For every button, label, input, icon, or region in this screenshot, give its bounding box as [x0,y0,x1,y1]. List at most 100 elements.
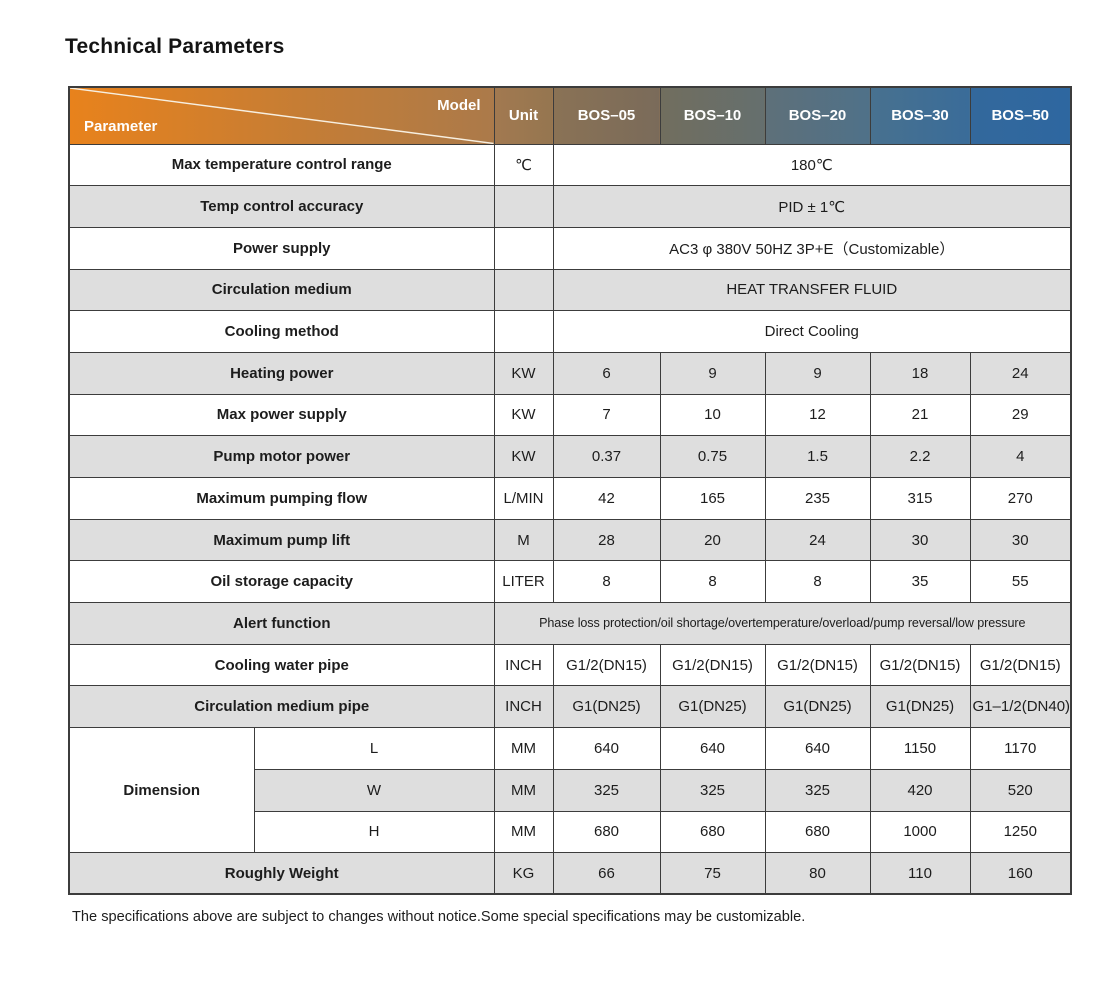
value-cell: G1(DN25) [764,685,871,729]
value-cell: 21 [869,393,971,437]
unit-cell: ℃ [493,143,554,187]
param-cell: Cooling water pipe [68,643,495,687]
header-unit: Unit [493,86,554,145]
row-pump-motor-power: Pump motor power KW 0.37 0.75 1.5 2.2 4 [68,435,1072,478]
unit-cell: MM [493,768,554,812]
row-circulation-medium-pipe: Circulation medium pipe INCH G1(DN25) G1… [68,685,1072,729]
unit-cell [493,268,554,312]
param-cell: Power supply [68,226,495,270]
value-cell: 1150 [869,727,971,770]
row-alert-function: Alert function Phase loss protection/oil… [68,602,1072,645]
unit-cell: MM [493,810,554,854]
value-cell: 110 [869,852,971,895]
value-cell: G1/2(DN15) [552,643,661,687]
value-cell: 1170 [969,727,1072,770]
row-oil-storage-capacity: Oil storage capacity LITER 8 8 8 35 55 [68,560,1072,604]
value-cell: 8 [552,560,661,604]
row-roughly-weight: Roughly Weight KG 66 75 80 110 160 [68,852,1072,895]
value-cell: 180℃ [552,143,1072,187]
value-cell: 0.37 [552,435,661,478]
row-max-temp-range: Max temperature control range ℃ 180℃ [68,143,1072,187]
unit-cell: KW [493,393,554,437]
row-dimension-w: W MM 325 325 325 420 520 [69,768,1072,812]
unit-cell: LITER [493,560,554,604]
param-cell: Heating power [68,351,495,395]
value-cell: Direct Cooling [552,310,1072,353]
row-cooling-method: Cooling method Direct Cooling [68,310,1072,353]
value-cell: 66 [552,852,661,895]
param-cell: Circulation medium [68,268,495,312]
value-cell: G1/2(DN15) [869,643,971,687]
unit-cell: KW [493,435,554,478]
value-cell: 325 [659,768,766,812]
value-cell: 35 [869,560,971,604]
value-cell: 18 [869,351,971,395]
value-cell: G1(DN25) [869,685,971,729]
header-model-bos20: BOS–20 [764,86,871,145]
value-cell: 235 [764,477,871,520]
value-cell: G1/2(DN15) [659,643,766,687]
value-cell: 80 [764,852,871,895]
param-cell: Maximum pumping flow [68,477,495,520]
value-cell: 680 [552,810,661,854]
value-cell: 640 [552,727,661,770]
param-cell: Oil storage capacity [68,560,495,604]
page-title: Technical Parameters [65,35,285,58]
value-cell: 75 [659,852,766,895]
header-model-bos05: BOS–05 [552,86,661,145]
value-cell: 1250 [969,810,1072,854]
value-cell: 640 [659,727,766,770]
param-cell: Cooling method [68,310,495,353]
table-header-row: Model Parameter Unit BOS–05 BOS–10 BOS–2… [68,86,1072,145]
alert-value-cell: Phase loss protection/oil shortage/overt… [493,602,1072,645]
value-cell: 6 [552,351,661,395]
row-max-pump-lift: Maximum pump lift M 28 20 24 30 30 [68,518,1072,562]
header-corner-cell: Model Parameter [68,86,495,145]
header-model-label: Model [437,97,481,114]
row-max-pumping-flow: Maximum pumping flow L/MIN 42 165 235 31… [68,477,1072,520]
value-cell: 270 [969,477,1072,520]
value-cell: HEAT TRANSFER FLUID [552,268,1072,312]
value-cell: 8 [764,560,871,604]
value-cell: 9 [659,351,766,395]
header-model-bos10: BOS–10 [659,86,766,145]
row-dimension-l: Dimension L MM 640 640 640 1150 1170 [68,727,1072,854]
value-cell: 1.5 [764,435,871,478]
value-cell: AC3 φ 380V 50HZ 3P+E（Customizable） [552,226,1072,270]
dimension-sub-label: W [253,768,495,812]
dimension-sub-label: L [253,727,495,770]
value-cell: 7 [552,393,661,437]
dimension-label-cell: Dimension [68,727,255,854]
unit-cell: KW [493,351,554,395]
value-cell: G1/2(DN15) [969,643,1072,687]
param-cell: Max power supply [68,393,495,437]
header-parameter-label: Parameter [84,117,158,135]
unit-cell: MM [493,727,554,770]
value-cell: G1(DN25) [659,685,766,729]
value-cell: 165 [659,477,766,520]
value-cell: 24 [969,351,1072,395]
header-model-bos50: BOS–50 [969,86,1072,145]
value-cell: 640 [764,727,871,770]
value-cell: G1–1/2(DN40) [969,685,1072,729]
value-cell: 680 [764,810,871,854]
value-cell: 2.2 [869,435,971,478]
value-cell: 325 [764,768,871,812]
unit-cell: L/MIN [493,477,554,520]
value-cell: 9 [764,351,871,395]
unit-cell: INCH [493,685,554,729]
param-cell: Roughly Weight [68,852,495,895]
value-cell: 29 [969,393,1072,437]
param-cell: Max temperature control range [68,143,495,187]
value-cell: PID ± 1℃ [552,185,1072,228]
value-cell: 30 [969,518,1072,562]
param-cell: Circulation medium pipe [68,685,495,729]
value-cell: 10 [659,393,766,437]
value-cell: 520 [969,768,1072,812]
row-max-power-supply: Max power supply KW 7 10 12 21 29 [68,393,1072,437]
header-model-bos30: BOS–30 [869,86,971,145]
row-circulation-medium: Circulation medium HEAT TRANSFER FLUID [68,268,1072,312]
dimension-sub-label: H [253,810,495,854]
value-cell: 42 [552,477,661,520]
value-cell: 28 [552,518,661,562]
